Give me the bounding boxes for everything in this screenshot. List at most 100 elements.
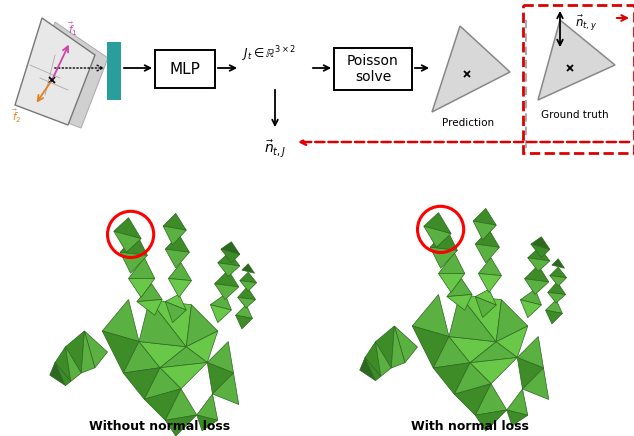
Polygon shape <box>476 289 496 305</box>
Polygon shape <box>524 265 549 282</box>
Polygon shape <box>129 258 155 279</box>
Polygon shape <box>102 331 139 373</box>
Text: $J_t \in \mathbb{R}^{3\times 2}$: $J_t \in \mathbb{R}^{3\times 2}$ <box>242 44 296 64</box>
Polygon shape <box>221 249 240 263</box>
Polygon shape <box>150 300 191 347</box>
Polygon shape <box>123 368 160 399</box>
Polygon shape <box>517 358 543 389</box>
Text: Without normal loss: Without normal loss <box>89 420 231 433</box>
Polygon shape <box>137 284 162 302</box>
Polygon shape <box>550 276 567 286</box>
Text: Prediction: Prediction <box>442 118 494 128</box>
Polygon shape <box>120 235 147 255</box>
Polygon shape <box>165 249 190 268</box>
Polygon shape <box>65 347 81 382</box>
Polygon shape <box>120 252 147 273</box>
Polygon shape <box>165 235 190 252</box>
Polygon shape <box>113 231 141 252</box>
Polygon shape <box>521 300 541 317</box>
Polygon shape <box>412 326 449 368</box>
Polygon shape <box>454 363 491 394</box>
Polygon shape <box>365 358 381 381</box>
Polygon shape <box>546 310 562 324</box>
Polygon shape <box>538 20 615 100</box>
FancyBboxPatch shape <box>155 50 215 88</box>
Polygon shape <box>186 331 217 362</box>
Polygon shape <box>81 331 95 373</box>
Polygon shape <box>212 373 239 405</box>
Polygon shape <box>449 294 496 342</box>
Polygon shape <box>365 342 381 376</box>
Polygon shape <box>163 226 186 245</box>
Polygon shape <box>210 305 231 323</box>
Polygon shape <box>439 273 465 293</box>
Polygon shape <box>238 287 256 300</box>
Polygon shape <box>217 263 240 276</box>
Polygon shape <box>375 342 391 376</box>
Polygon shape <box>84 331 108 368</box>
Polygon shape <box>49 362 65 385</box>
Polygon shape <box>165 294 186 310</box>
Polygon shape <box>476 229 500 247</box>
Polygon shape <box>165 415 197 436</box>
Polygon shape <box>113 218 141 238</box>
Polygon shape <box>102 300 139 341</box>
Polygon shape <box>207 362 233 394</box>
Polygon shape <box>236 305 252 318</box>
Polygon shape <box>447 294 472 310</box>
Text: $\vec{n}_{t,y}$: $\vec{n}_{t,y}$ <box>575 14 597 33</box>
Polygon shape <box>473 208 496 225</box>
Polygon shape <box>145 368 181 399</box>
Polygon shape <box>65 331 84 373</box>
Polygon shape <box>129 279 155 297</box>
Polygon shape <box>527 247 550 261</box>
Polygon shape <box>139 300 186 347</box>
Polygon shape <box>476 244 500 263</box>
Polygon shape <box>375 326 394 368</box>
Polygon shape <box>165 302 186 323</box>
Text: Ground truth: Ground truth <box>541 110 609 120</box>
Polygon shape <box>197 415 217 431</box>
Polygon shape <box>242 264 254 273</box>
Polygon shape <box>527 258 550 271</box>
Polygon shape <box>28 22 108 128</box>
Polygon shape <box>521 289 541 305</box>
Polygon shape <box>210 294 231 310</box>
Polygon shape <box>470 358 517 384</box>
Polygon shape <box>479 258 501 276</box>
Polygon shape <box>207 341 233 373</box>
Polygon shape <box>476 384 507 415</box>
Polygon shape <box>217 252 240 266</box>
Polygon shape <box>424 226 451 247</box>
Polygon shape <box>433 337 470 368</box>
Polygon shape <box>139 341 186 368</box>
Polygon shape <box>412 294 449 337</box>
Polygon shape <box>454 384 491 415</box>
Text: $\vec{n}_{t,J}$: $\vec{n}_{t,J}$ <box>264 138 286 159</box>
Polygon shape <box>240 272 257 283</box>
Text: $\vec{f}_2$: $\vec{f}_2$ <box>12 108 22 125</box>
Polygon shape <box>214 284 239 300</box>
Polygon shape <box>430 229 457 250</box>
Polygon shape <box>238 297 256 308</box>
Polygon shape <box>531 237 550 249</box>
Polygon shape <box>439 252 465 273</box>
Polygon shape <box>240 281 257 291</box>
Polygon shape <box>470 342 517 363</box>
Polygon shape <box>123 341 160 373</box>
Polygon shape <box>476 296 496 317</box>
Polygon shape <box>15 18 95 125</box>
Polygon shape <box>522 368 549 399</box>
Polygon shape <box>548 293 566 303</box>
Polygon shape <box>496 326 527 358</box>
Polygon shape <box>552 259 564 268</box>
Polygon shape <box>496 300 527 342</box>
Polygon shape <box>145 389 181 420</box>
Polygon shape <box>424 213 451 234</box>
Polygon shape <box>430 247 457 268</box>
Polygon shape <box>433 363 470 394</box>
Polygon shape <box>186 305 217 347</box>
Polygon shape <box>460 294 501 342</box>
Polygon shape <box>447 279 472 296</box>
Polygon shape <box>432 26 510 112</box>
